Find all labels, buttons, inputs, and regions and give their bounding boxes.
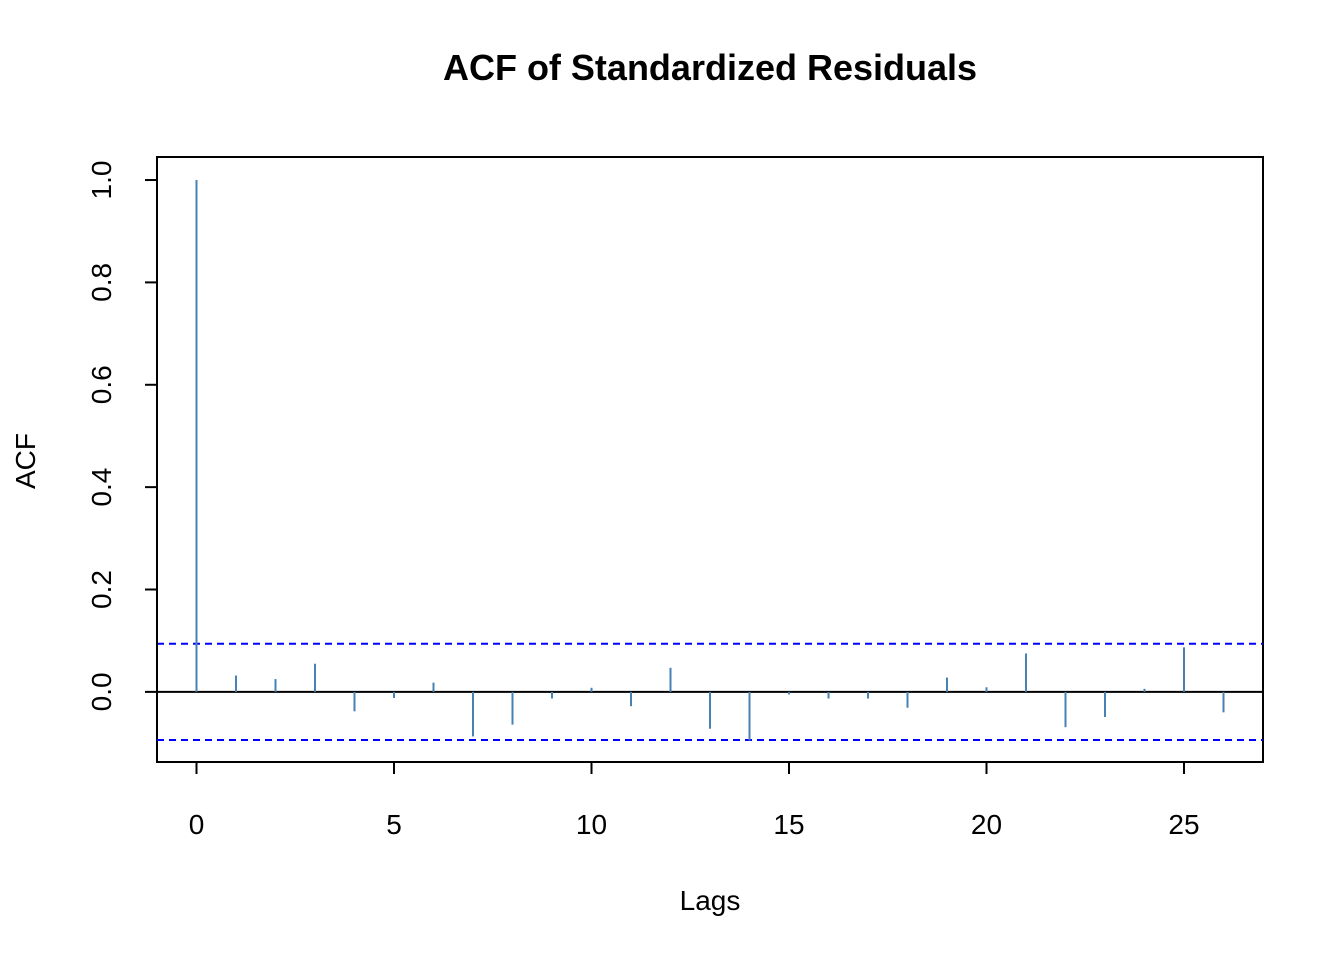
y-tick-label: 0.8 — [86, 263, 117, 302]
x-axis-label: Lags — [680, 885, 741, 916]
x-tick-label: 5 — [386, 809, 402, 840]
x-tick-label: 15 — [773, 809, 804, 840]
x-tick-label: 10 — [576, 809, 607, 840]
y-tick-label: 0.6 — [86, 365, 117, 404]
x-tick-label: 25 — [1168, 809, 1199, 840]
x-tick-label: 20 — [971, 809, 1002, 840]
y-tick-label: 0.4 — [86, 468, 117, 507]
y-tick-label: 1.0 — [86, 161, 117, 200]
x-tick-label: 0 — [189, 809, 205, 840]
y-axis-label: ACF — [10, 433, 41, 489]
chart-marks: 0 5 10 15 20 25 0.0 0.2 0.4 0.6 0.8 1.0 — [86, 161, 1263, 840]
y-tick-label: 0.0 — [86, 672, 117, 711]
plot-frame — [156, 156, 1264, 763]
y-tick-label: 0.2 — [86, 570, 117, 609]
chart-title: ACF of Standardized Residuals — [443, 47, 977, 88]
